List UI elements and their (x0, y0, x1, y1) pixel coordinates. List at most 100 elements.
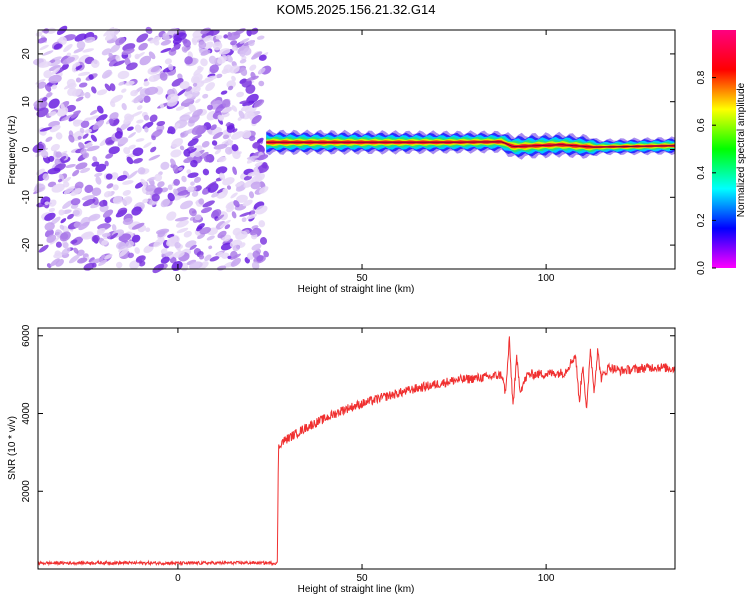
noise-speck (252, 141, 261, 149)
noise-speck (157, 181, 165, 188)
noise-speck (173, 188, 179, 197)
noise-speck (226, 54, 233, 63)
noise-speck (74, 61, 81, 67)
noise-speck (174, 216, 189, 222)
noise-speck (176, 88, 188, 97)
y-tick-label: 10 (21, 96, 32, 108)
noise-speck (122, 189, 131, 196)
noise-speck (110, 232, 119, 240)
noise-speck (251, 114, 262, 125)
noise-speck (246, 155, 260, 160)
noise-speck (254, 161, 263, 167)
noise-speck (44, 201, 50, 206)
noise-speck (98, 259, 107, 266)
noise-speck (257, 144, 265, 154)
noise-speck (221, 106, 234, 113)
noise-speck (96, 105, 104, 114)
noise-speck (99, 199, 108, 207)
noise-speck (90, 258, 104, 264)
noise-speck (194, 214, 202, 221)
noise-speck (231, 131, 244, 140)
noise-speck (84, 92, 91, 99)
noise-speck (37, 37, 47, 44)
noise-speck (236, 151, 242, 155)
noise-speck (194, 151, 201, 158)
noise-speck (215, 35, 223, 40)
noise-speck (230, 257, 242, 267)
x-tick-label: 0 (175, 273, 181, 284)
noise-speck (247, 171, 258, 177)
noise-speck (117, 174, 128, 182)
noise-speck (220, 242, 233, 251)
y-tick-label: 0 (21, 146, 32, 152)
noise-speck (226, 125, 235, 133)
noise-speck (35, 151, 43, 158)
noise-speck (47, 167, 61, 175)
noise-speck (41, 96, 48, 102)
noise-speck (122, 180, 134, 185)
noise-speck (101, 69, 112, 79)
noise-speck (65, 163, 76, 169)
noise-speck (84, 143, 93, 149)
noise-speck (251, 51, 263, 60)
noise-speck (73, 247, 79, 254)
noise-speck (78, 71, 90, 77)
noise-speck (217, 55, 228, 65)
noise-speck (160, 248, 168, 254)
noise-speck (210, 124, 217, 131)
y-tick-label: -20 (21, 237, 32, 252)
noise-speck (71, 67, 77, 73)
noise-speck (204, 41, 214, 49)
noise-speck (131, 234, 141, 243)
noise-speck (235, 183, 242, 187)
colorbar-tick-label: 0.4 (696, 165, 707, 179)
noise-speck (238, 242, 246, 248)
noise-speck (84, 36, 96, 43)
noise-speck (170, 149, 182, 158)
noise-speck (95, 176, 102, 185)
noise-speck (50, 258, 60, 267)
noise-speck (239, 38, 250, 44)
noise-speck (192, 108, 203, 118)
noise-speck (118, 81, 125, 86)
noise-speck (80, 231, 93, 239)
noise-speck (187, 186, 195, 193)
noise-speck (173, 250, 185, 258)
noise-speck (179, 114, 191, 122)
noise-speck (154, 187, 163, 194)
noise-speck (256, 35, 265, 40)
noise-speck (174, 241, 181, 249)
noise-speck (91, 59, 100, 68)
noise-speck (258, 220, 266, 228)
noise-speck (50, 143, 61, 152)
noise-speck (207, 104, 213, 111)
noise-speck (105, 173, 113, 180)
noise-speck (134, 124, 142, 133)
y-tick-label: 2000 (21, 480, 32, 503)
noise-speck (166, 211, 177, 221)
noise-speck (231, 211, 237, 219)
noise-speck (192, 39, 197, 46)
noise-speck (160, 161, 170, 170)
noise-speck (246, 213, 257, 220)
noise-speck (239, 58, 247, 64)
noise-speck (188, 104, 196, 113)
noise-speck (78, 221, 90, 231)
noise-speck (186, 259, 197, 266)
noise-speck (200, 58, 208, 67)
noise-speck (194, 229, 201, 236)
noise-speck (34, 183, 46, 193)
noise-speck (179, 81, 190, 90)
noise-speck (229, 65, 240, 74)
noise-speck (241, 217, 247, 223)
noise-speck (230, 250, 238, 259)
noise-speck (219, 219, 231, 228)
noise-speck (255, 205, 268, 215)
noise-speck (80, 120, 90, 128)
noise-speck (82, 48, 95, 53)
noise-speck (76, 249, 85, 257)
noise-speck (232, 244, 241, 252)
noise-speck (245, 84, 256, 94)
noise-speck (122, 196, 133, 206)
noise-speck (38, 244, 49, 253)
